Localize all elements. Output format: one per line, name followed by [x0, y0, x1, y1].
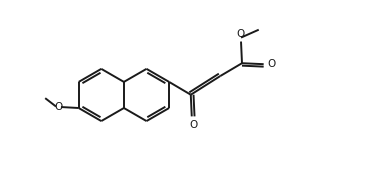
Text: O: O — [267, 59, 276, 69]
Text: O: O — [54, 102, 62, 112]
Text: O: O — [236, 29, 245, 39]
Text: O: O — [189, 120, 198, 130]
